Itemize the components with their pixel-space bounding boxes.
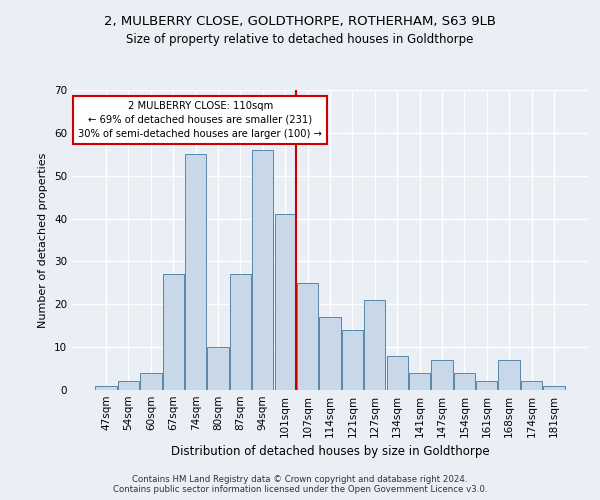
Text: Contains public sector information licensed under the Open Government Licence v3: Contains public sector information licen…	[113, 485, 487, 494]
Bar	[499, 360, 520, 390]
Bar	[230, 274, 251, 390]
Bar	[476, 382, 497, 390]
Bar	[140, 373, 161, 390]
Bar	[364, 300, 385, 390]
Bar	[409, 373, 430, 390]
Bar	[386, 356, 408, 390]
Bar	[252, 150, 274, 390]
Bar	[431, 360, 452, 390]
Bar	[297, 283, 318, 390]
Text: Size of property relative to detached houses in Goldthorpe: Size of property relative to detached ho…	[127, 32, 473, 46]
Bar	[163, 274, 184, 390]
Text: Contains HM Land Registry data © Crown copyright and database right 2024.: Contains HM Land Registry data © Crown c…	[132, 475, 468, 484]
Bar	[275, 214, 296, 390]
Bar	[319, 317, 341, 390]
Bar	[118, 382, 139, 390]
Bar	[95, 386, 117, 390]
Bar	[521, 382, 542, 390]
Text: 2 MULBERRY CLOSE: 110sqm
← 69% of detached houses are smaller (231)
30% of semi-: 2 MULBERRY CLOSE: 110sqm ← 69% of detach…	[78, 100, 322, 138]
Bar	[342, 330, 363, 390]
Text: 2, MULBERRY CLOSE, GOLDTHORPE, ROTHERHAM, S63 9LB: 2, MULBERRY CLOSE, GOLDTHORPE, ROTHERHAM…	[104, 15, 496, 28]
Y-axis label: Number of detached properties: Number of detached properties	[38, 152, 49, 328]
X-axis label: Distribution of detached houses by size in Goldthorpe: Distribution of detached houses by size …	[170, 446, 490, 458]
Bar	[454, 373, 475, 390]
Bar	[185, 154, 206, 390]
Bar	[208, 347, 229, 390]
Bar	[543, 386, 565, 390]
